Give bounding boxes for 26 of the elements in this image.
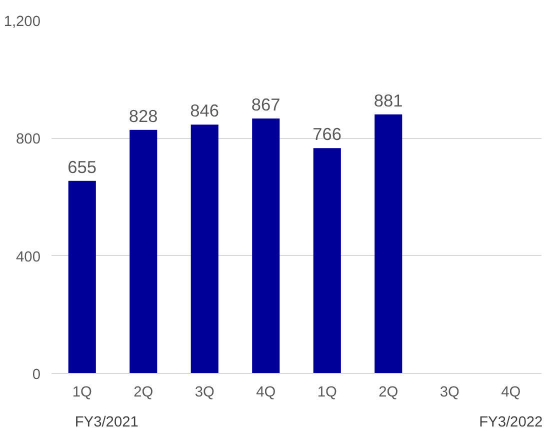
data-label: 881 <box>374 90 403 110</box>
y-tick-label: 800 <box>16 132 41 148</box>
x-tick-label: 4Q <box>501 384 521 400</box>
x-tick-label: 3Q <box>440 384 460 400</box>
x-tick-label: 1Q <box>317 384 337 400</box>
y-tick-label: 400 <box>16 249 41 266</box>
bar <box>313 148 341 374</box>
text: FY3/2022 <box>479 414 543 430</box>
text: FY3/2021 <box>74 414 138 430</box>
y-tick-label: 0 <box>32 367 41 383</box>
bar <box>68 180 96 374</box>
bar <box>374 114 402 374</box>
bar <box>252 118 280 374</box>
y-tick-label: 1,200 <box>4 14 41 30</box>
x-tick-label: 1Q <box>72 384 92 400</box>
data-label: 846 <box>190 100 220 121</box>
data-label: 828 <box>128 106 158 126</box>
bar <box>130 130 158 374</box>
x-tick-label: 3Q <box>194 384 214 400</box>
data-label: 766 <box>312 124 342 144</box>
data-label: 655 <box>68 156 97 177</box>
x-tick-label: 4Q <box>256 384 276 400</box>
data-label: 867 <box>251 94 280 114</box>
x-tick-label: 2Q <box>134 384 154 400</box>
bar <box>190 124 218 374</box>
x-tick-label: 2Q <box>378 384 398 400</box>
